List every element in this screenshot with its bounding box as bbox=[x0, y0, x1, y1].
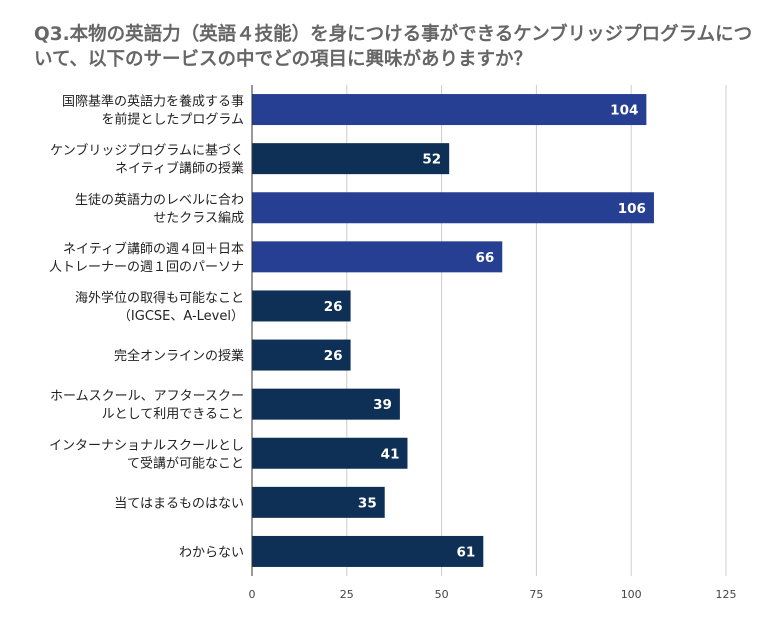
bar bbox=[252, 290, 351, 322]
bar bbox=[252, 339, 351, 371]
bar bbox=[252, 388, 400, 420]
bar bbox=[252, 535, 484, 567]
data-label: 61 bbox=[457, 544, 476, 560]
category-label: ネイティブ講師の授業 bbox=[115, 161, 244, 177]
data-label: 26 bbox=[324, 299, 343, 315]
bar bbox=[252, 486, 385, 518]
bar bbox=[252, 143, 450, 175]
data-label: 52 bbox=[422, 152, 441, 168]
x-tick-label: 50 bbox=[435, 588, 449, 601]
category-label: ホームスクール、アフタースクー bbox=[50, 389, 244, 404]
bar bbox=[252, 192, 654, 224]
data-label: 104 bbox=[610, 103, 638, 119]
data-label: 35 bbox=[358, 495, 377, 511]
chart-title-line-2: いて、以下のサービスの中でどの項目に興味がありますか？ bbox=[34, 49, 533, 70]
category-label: わからない bbox=[179, 545, 244, 560]
x-tick-label: 100 bbox=[621, 588, 642, 601]
data-label: 26 bbox=[324, 348, 343, 364]
category-label: 人トレーナーの週１回のパーソナ bbox=[49, 260, 244, 275]
x-tick-label: 75 bbox=[529, 588, 543, 601]
data-label: 39 bbox=[373, 397, 392, 413]
category-label: 生徒の英語力のレベルに合わ bbox=[75, 192, 244, 208]
data-label: 106 bbox=[618, 201, 646, 217]
chart-title-line-1: Q3.本物の英語力（英語４技能）を身につける事ができるケンブリッジプログラムにつ bbox=[34, 24, 753, 45]
category-label: ネイティブ講師の週４回＋日本 bbox=[63, 241, 244, 257]
category-label: せたクラス編成 bbox=[153, 210, 244, 226]
category-label: ルとして利用できること bbox=[102, 407, 244, 422]
bar bbox=[252, 437, 408, 469]
data-label: 66 bbox=[475, 250, 494, 266]
category-label: て受講が可能なこと bbox=[127, 455, 244, 471]
category-label: ケンブリッジプログラムに基づく bbox=[50, 143, 244, 159]
bar bbox=[252, 94, 647, 126]
category-label: 完全オンラインの授業 bbox=[114, 348, 244, 364]
category-label: （IGCSE、A-Level） bbox=[118, 309, 244, 324]
data-label: 41 bbox=[381, 446, 400, 462]
bar bbox=[252, 241, 503, 273]
category-label: 国際基準の英語力を養成する事 bbox=[62, 94, 244, 110]
x-tick-label: 0 bbox=[249, 588, 256, 601]
x-tick-label: 25 bbox=[340, 588, 354, 601]
x-tick-label: 125 bbox=[716, 588, 737, 601]
category-label: 当てはまるものはない bbox=[114, 496, 244, 511]
category-label: インターナショナルスクールとし bbox=[49, 438, 244, 453]
category-label: を前提としたプログラム bbox=[101, 112, 244, 128]
chart-title: Q3.本物の英語力（英語４技能）を身につける事ができるケンブリッジプログラムにつ… bbox=[34, 22, 754, 72]
category-label: 海外学位の取得も可能なこと bbox=[75, 290, 244, 306]
